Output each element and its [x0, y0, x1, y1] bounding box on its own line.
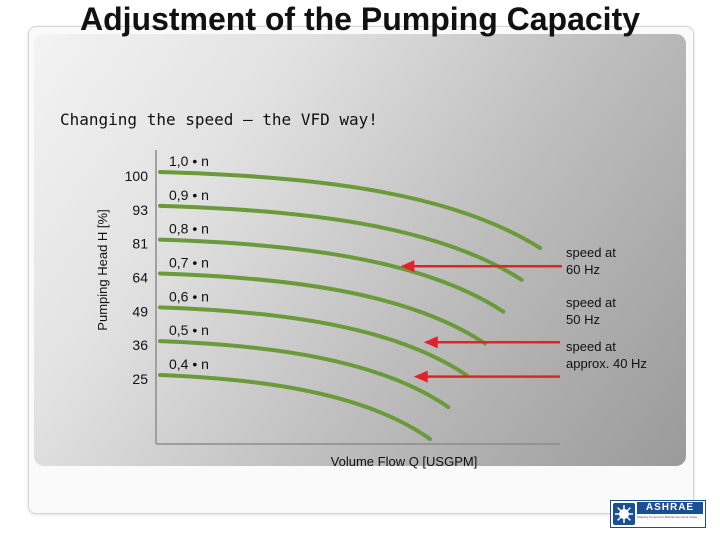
speed-curve	[158, 271, 487, 346]
slide-panel	[34, 34, 686, 466]
annotation-arrowhead	[423, 336, 438, 349]
logo-tagline: Shaping Tomorrow's Built Environment Tod…	[637, 515, 698, 519]
annotation-arrowhead	[400, 260, 415, 273]
ashrae-logo: ASHRAE Shaping Tomorrow's Built Environm…	[610, 500, 706, 528]
speed-curve	[158, 237, 506, 314]
y-tick-label: 36	[132, 337, 148, 353]
y-tick-label: 81	[132, 236, 148, 252]
y-tick-label: 100	[125, 168, 149, 184]
speed-ratio-label: 0,7 • n	[169, 255, 209, 271]
y-tick-label: 49	[132, 303, 148, 319]
speed-ratio-label: 0,8 • n	[169, 221, 209, 237]
y-tick-label: 64	[132, 270, 148, 286]
x-axis-label: Volume Flow Q [USGPM]	[331, 454, 478, 469]
speed-ratio-label: 1,0 • n	[169, 153, 209, 169]
speed-ratio-label: 0,9 • n	[169, 187, 209, 203]
speed-ratio-label: 0,5 • n	[169, 322, 209, 338]
annotation-label: speed at approx. 40 Hz	[566, 339, 647, 371]
slide-title: Adjustment of the Pumping Capacity	[79, 1, 641, 37]
y-axis-label: Pumping Head H [%]	[95, 209, 110, 330]
y-tick-label: 25	[132, 371, 148, 387]
snowflake-sun-icon	[613, 503, 635, 525]
speed-curve	[158, 203, 524, 282]
y-tick-label: 93	[132, 202, 148, 218]
annotation-arrowhead	[413, 370, 428, 383]
speed-curve	[158, 373, 432, 441]
slide-subtitle: Changing the speed – the VFD way!	[60, 110, 378, 129]
annotation-label: speed at 50 Hz	[566, 295, 616, 327]
speed-curve	[158, 305, 469, 378]
speed-curve	[158, 170, 542, 250]
speed-ratio-label: 0,4 • n	[169, 356, 209, 372]
annotation-label: speed at 60 Hz	[566, 245, 616, 277]
speed-ratio-label: 0,6 • n	[169, 288, 209, 304]
speed-curve	[158, 339, 451, 410]
logo-wordmark: ASHRAE	[637, 502, 703, 514]
